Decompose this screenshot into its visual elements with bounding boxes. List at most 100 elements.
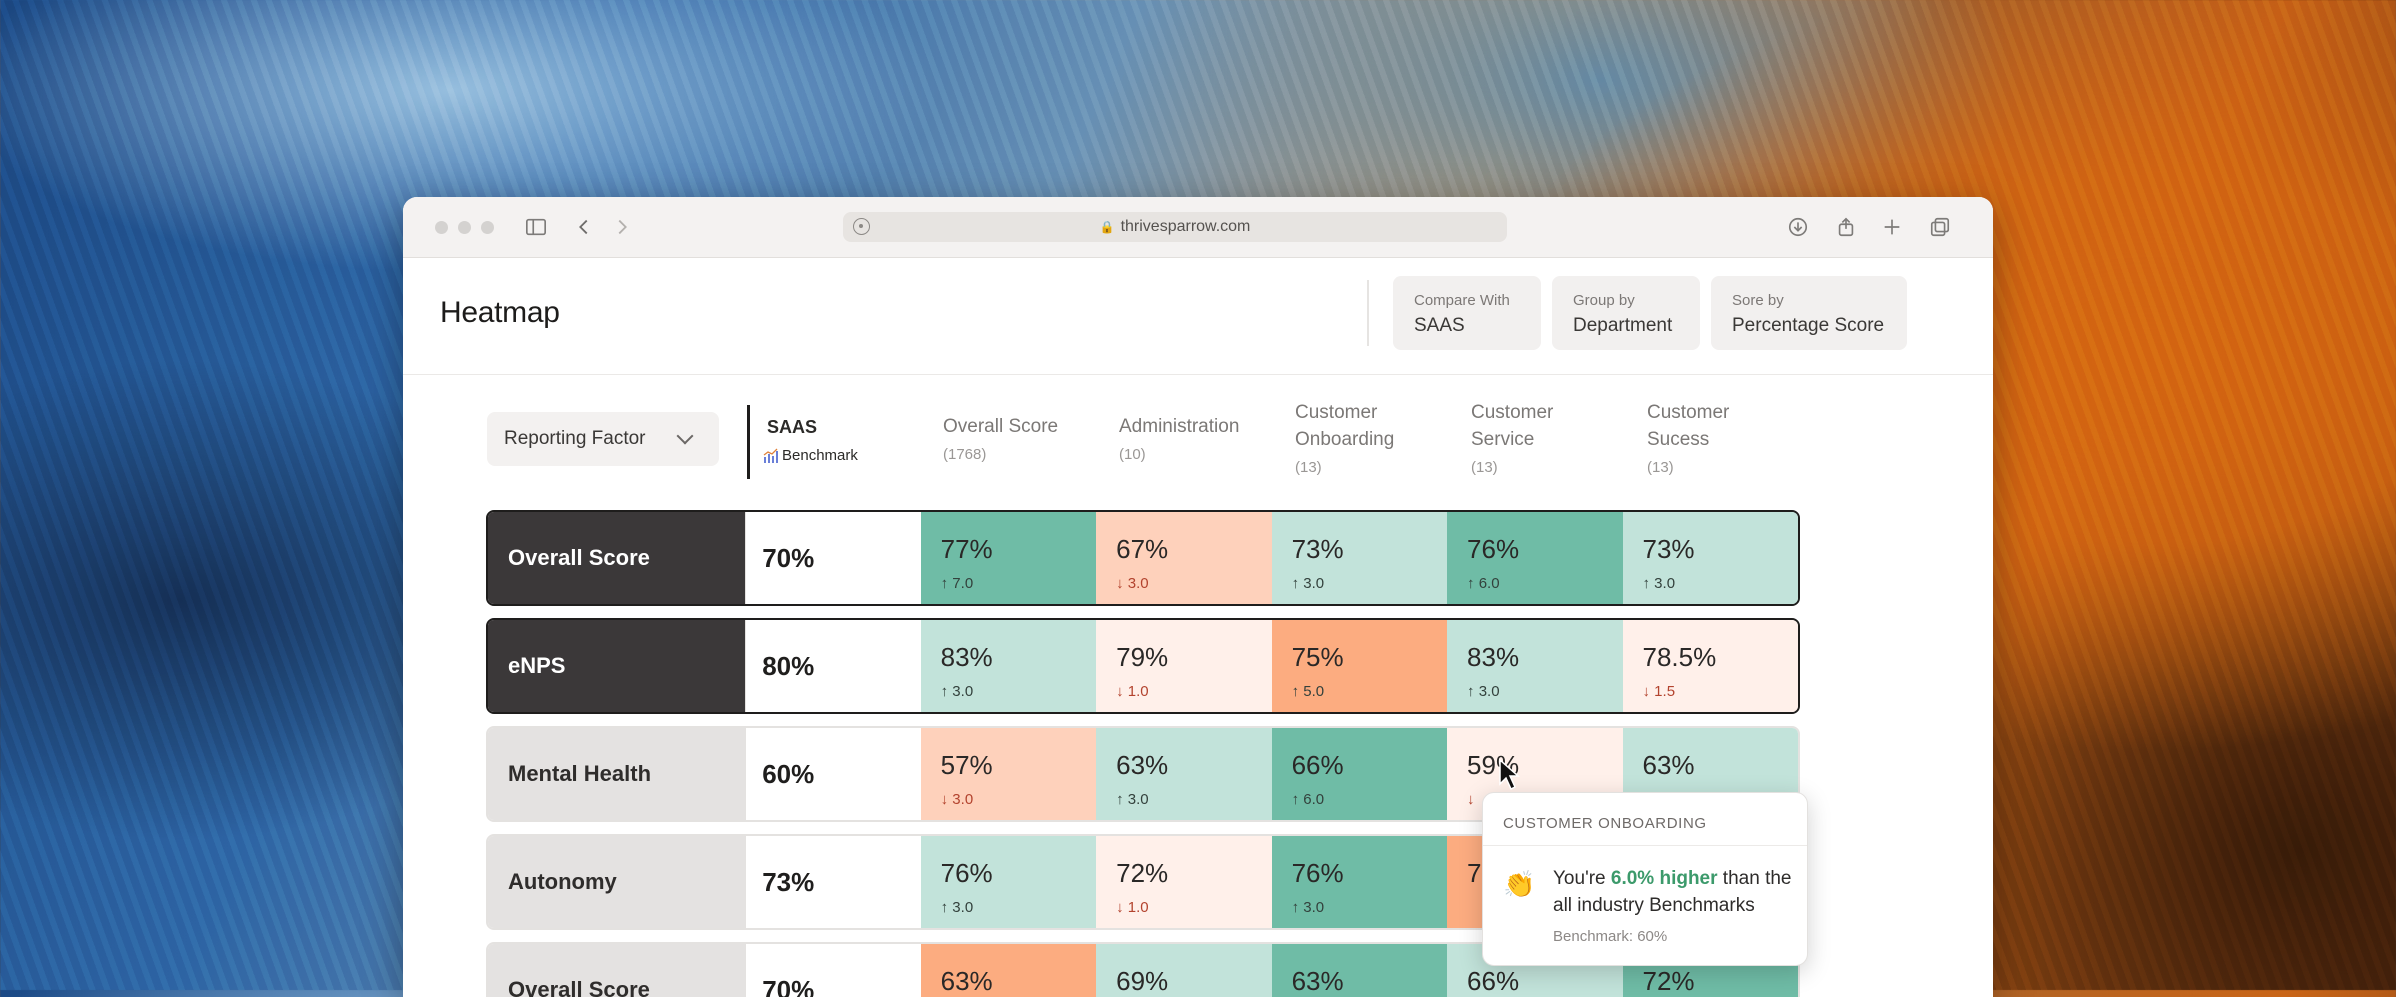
cell-change: ↑ 3.0: [940, 899, 974, 916]
cell-percent: 67%: [1116, 534, 1169, 564]
heatmap-cell[interactable]: 66% ↑ 6.0: [1271, 728, 1448, 820]
row-label: Mental Health: [488, 728, 746, 820]
cell-percent: 63%: [940, 966, 993, 996]
address-bar[interactable]: 🔒 thrivesparrow.com: [843, 212, 1507, 242]
heatmap-cell[interactable]: 83% ↑ 3.0: [1447, 620, 1623, 712]
heatmap-cell[interactable]: 57% ↓ 3.0: [920, 728, 1097, 820]
cell-change: ↑ 7.0: [940, 575, 974, 592]
cell-percent: 73%: [1642, 534, 1695, 564]
cell-percent: 78.5%: [1642, 642, 1717, 672]
clapping-hands-icon: 👏: [1503, 869, 1536, 899]
column-header-text: Sucess: [1647, 429, 1710, 450]
row-label: Autonomy: [488, 836, 746, 928]
download-icon[interactable]: [1785, 214, 1811, 240]
benchmark-column-subtitle: Benchmark: [763, 447, 858, 464]
heatmap-cell[interactable]: 76% ↑ 6.0: [1447, 512, 1623, 604]
chart-icon: [763, 448, 778, 463]
heatmap-cell[interactable]: 75% ↑ 5.0: [1271, 620, 1448, 712]
window-zoom-dot[interactable]: [481, 221, 494, 234]
heatmap-cell[interactable]: 79% ↓ 1.0: [1096, 620, 1272, 712]
cell-change: ↓ 3.0: [940, 791, 974, 808]
cell-change: ↑ 5.0: [1291, 683, 1325, 700]
forward-icon[interactable]: [609, 214, 635, 240]
benchmark-cell: 70%: [745, 512, 921, 604]
header-divider: [1367, 280, 1369, 346]
heatmap-row[interactable]: Overall Score 70% 63% 69% 63% 66% 72%: [486, 942, 1800, 997]
cell-change: ↑ 3.0: [1291, 575, 1325, 592]
cell-change: ↑ 3.0: [1291, 899, 1325, 916]
column-header-customer-service[interactable]: Customer Service (13): [1471, 399, 1553, 476]
column-header-overall-score[interactable]: Overall Score (1768): [943, 413, 1058, 463]
reporting-factor-label: Reporting Factor: [504, 428, 646, 449]
benchmark-cell: 73%: [745, 836, 921, 928]
column-header-text: Service: [1471, 429, 1535, 450]
filter-value: Department: [1573, 315, 1673, 336]
column-header-administration[interactable]: Administration (10): [1119, 413, 1239, 463]
app-header: Heatmap Compare With SAAS Group by Depar…: [403, 258, 1993, 375]
tooltip-message: You're 6.0% higher than the all industry…: [1553, 865, 1801, 919]
column-header-customer-success[interactable]: Customer Sucess (13): [1647, 399, 1729, 476]
tooltip-text-post: than the all industry Benchmarks: [1553, 868, 1792, 916]
heatmap-area: Reporting Factor SAAS Benchmark Overall …: [403, 375, 1993, 997]
heatmap-cell[interactable]: 73% ↑ 3.0: [1271, 512, 1448, 604]
tooltip-text-pre: You're: [1553, 868, 1611, 889]
column-header-text: Onboarding: [1295, 429, 1395, 450]
heatmap-cell[interactable]: 77% ↑ 7.0: [920, 512, 1097, 604]
page-settings-icon[interactable]: [853, 218, 870, 235]
group-by-filter[interactable]: Group by Department: [1552, 276, 1700, 350]
row-label: Overall Score: [488, 944, 746, 997]
heatmap-cell[interactable]: 83% ↑ 3.0: [920, 620, 1097, 712]
window-minimize-dot[interactable]: [458, 221, 471, 234]
heatmap-cell[interactable]: 72% ↓ 1.0: [1096, 836, 1272, 928]
cell-percent: 69%: [1116, 966, 1169, 996]
column-header-text: Overall Score: [943, 416, 1059, 437]
browser-window: 🔒 thrivesparrow.com Heatmap Compare With…: [403, 197, 1993, 997]
column-count: (13): [1471, 459, 1498, 476]
sort-by-filter[interactable]: Sore by Percentage Score: [1711, 276, 1907, 350]
heatmap-cell[interactable]: 63%: [920, 944, 1097, 997]
heatmap-row[interactable]: eNPS 80% 83% ↑ 3.0 79% ↓ 1.0 75% ↑ 5.0 83% ↑…: [486, 618, 1800, 714]
cell-percent: 76%: [1467, 534, 1520, 564]
heatmap-cell[interactable]: 63% ↑ 3.0: [1096, 728, 1272, 820]
heatmap-row[interactable]: Mental Health 60% 57% ↓ 3.0 63% ↑ 3.0 66% ↑…: [486, 726, 1800, 822]
cell-percent: 63%: [1291, 966, 1344, 996]
cell-percent: 66%: [1467, 966, 1520, 996]
tooltip-divider: [1483, 845, 1807, 846]
heatmap-cell[interactable]: 63%: [1271, 944, 1448, 997]
cell-percent: 59%: [1467, 750, 1520, 780]
cell-percent: 75%: [1291, 642, 1344, 672]
row-label: Overall Score: [488, 512, 746, 604]
window-close-dot[interactable]: [435, 221, 448, 234]
column-count: (13): [1647, 459, 1674, 476]
compare-with-filter[interactable]: Compare With SAAS: [1393, 276, 1541, 350]
cell-tooltip: CUSTOMER ONBOARDING 👏 You're 6.0% higher…: [1482, 792, 1808, 966]
heatmap-cell[interactable]: 73% ↑ 3.0: [1622, 512, 1798, 604]
filter-value: SAAS: [1414, 315, 1465, 336]
heatmap-cell[interactable]: 69%: [1096, 944, 1272, 997]
heatmap-cell[interactable]: 76% ↑ 3.0: [920, 836, 1097, 928]
column-header-text: Customer: [1295, 402, 1378, 423]
share-icon[interactable]: [1833, 214, 1859, 240]
column-header-customer-onboarding[interactable]: Customer Onboarding (13): [1295, 399, 1394, 476]
heatmap-cell[interactable]: 67% ↓ 3.0: [1096, 512, 1272, 604]
cell-change: ↓ 1.0: [1116, 899, 1149, 916]
lock-icon: 🔒: [1099, 220, 1115, 234]
mouse-cursor-icon: [1499, 758, 1520, 791]
reporting-factor-dropdown[interactable]: Reporting Factor: [487, 412, 719, 466]
benchmark-cell: 70%: [745, 944, 921, 997]
page-title: Heatmap: [440, 296, 560, 329]
sidebar-toggle-icon[interactable]: [523, 214, 549, 240]
cell-percent: 79%: [1116, 642, 1169, 672]
browser-toolbar: 🔒 thrivesparrow.com: [403, 197, 1993, 258]
column-count: (1768): [943, 446, 987, 463]
heatmap-cell[interactable]: 76% ↑ 3.0: [1271, 836, 1448, 928]
tab-overview-icon[interactable]: [1927, 214, 1953, 240]
heatmap-cell[interactable]: 78.5% ↓ 1.5: [1622, 620, 1798, 712]
new-tab-icon[interactable]: [1879, 214, 1905, 240]
cell-change: ↓: [1467, 791, 1475, 808]
chevron-down-icon: [676, 427, 694, 445]
filter-value: Percentage Score: [1732, 315, 1885, 336]
heatmap-row[interactable]: Overall Score 70% 77% ↑ 7.0 67% ↓ 3.0 73% ↑…: [486, 510, 1800, 606]
back-icon[interactable]: [571, 214, 597, 240]
cell-change: ↑ 3.0: [1642, 575, 1676, 592]
